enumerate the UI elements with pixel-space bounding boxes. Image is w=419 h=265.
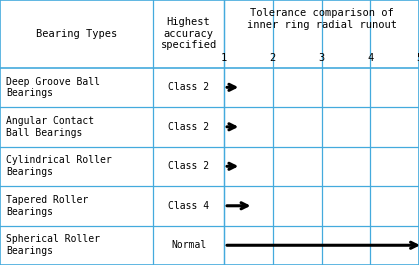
Text: Cylindrical Roller
Bearings: Cylindrical Roller Bearings: [6, 156, 112, 177]
Text: Tolerance comparison of
inner ring radial runout: Tolerance comparison of inner ring radia…: [247, 8, 396, 30]
Text: 1: 1: [221, 52, 227, 63]
Text: Class 2: Class 2: [168, 161, 209, 171]
Text: Tapered Roller
Bearings: Tapered Roller Bearings: [6, 195, 88, 217]
Text: 3: 3: [318, 52, 325, 63]
Text: Bearing Types: Bearing Types: [36, 29, 117, 39]
Text: Class 4: Class 4: [168, 201, 209, 211]
Text: Class 2: Class 2: [168, 122, 209, 132]
Text: Highest
accuracy
specified: Highest accuracy specified: [160, 17, 217, 50]
Text: 4: 4: [367, 52, 373, 63]
Text: Normal: Normal: [171, 240, 206, 250]
Text: 2: 2: [270, 52, 276, 63]
Text: Angular Contact
Ball Bearings: Angular Contact Ball Bearings: [6, 116, 94, 138]
Text: 5: 5: [416, 52, 419, 63]
Text: Spherical Roller
Bearings: Spherical Roller Bearings: [6, 235, 100, 256]
Text: Deep Groove Ball
Bearings: Deep Groove Ball Bearings: [6, 77, 100, 98]
Text: Class 2: Class 2: [168, 82, 209, 92]
